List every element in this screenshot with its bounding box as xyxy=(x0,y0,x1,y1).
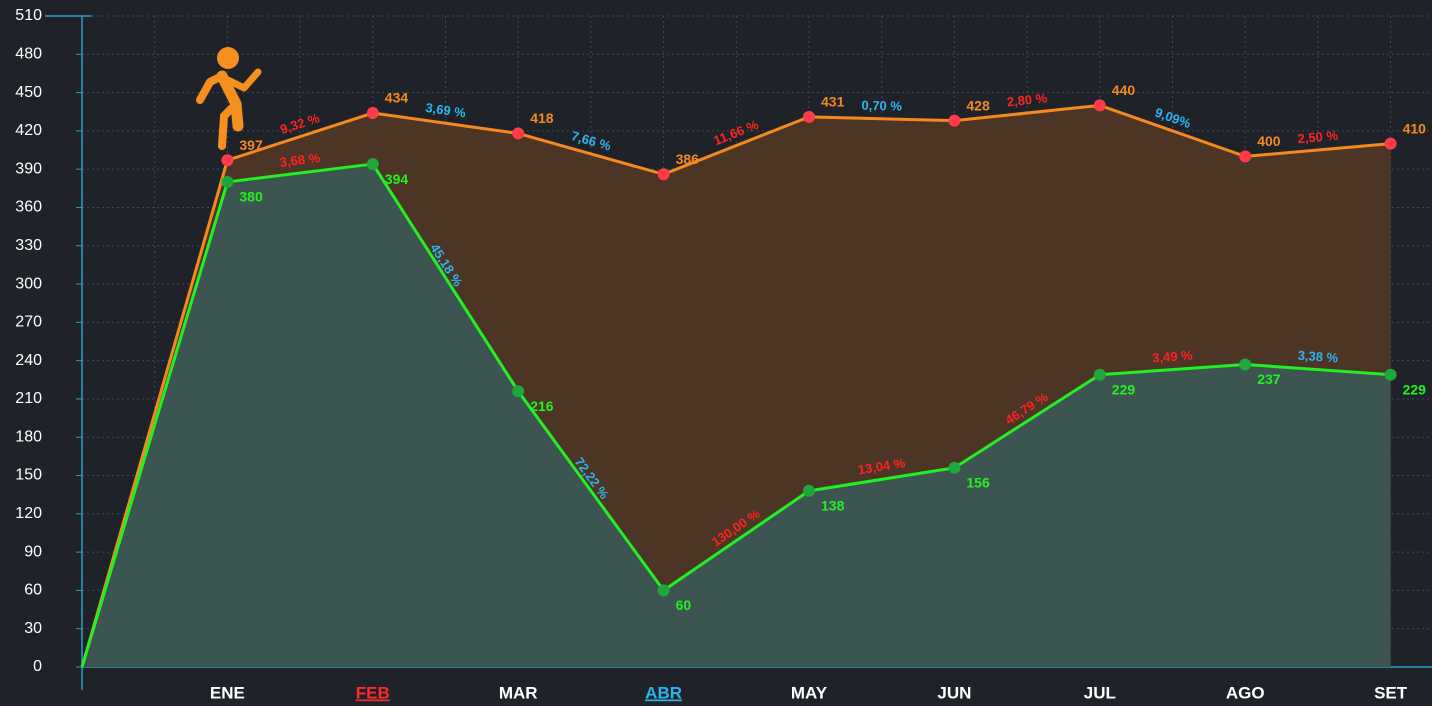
plot: 9,32 %3,69 %7,66 % 11,66 %0,70 % 2,80 %9,0… xyxy=(80,82,1427,668)
line xyxy=(80,162,1391,668)
x-tick-label: ENE xyxy=(210,683,245,702)
point xyxy=(1384,368,1397,381)
change-label: 3,68 % xyxy=(279,150,321,170)
y-tick-label: 270 xyxy=(15,314,42,331)
point xyxy=(1239,358,1252,371)
change-label: 2,80 % xyxy=(1006,90,1048,109)
x-tick-label: JUL xyxy=(1084,683,1116,702)
change-label: 2,50 % xyxy=(1297,128,1339,147)
value-label: 434 xyxy=(385,90,409,106)
value-label: 380 xyxy=(239,189,263,205)
value-label: 418 xyxy=(530,110,554,126)
value-label: 138 xyxy=(821,498,845,514)
y-tick-label: 390 xyxy=(15,160,42,177)
point xyxy=(1093,368,1106,381)
point xyxy=(803,484,815,497)
change-label: 3,38 % xyxy=(1297,348,1339,366)
change-label: 0,70 % xyxy=(861,98,902,114)
y-tick-label: 60 xyxy=(24,582,42,599)
value-label: 386 xyxy=(676,151,700,167)
y-tick-label: 300 xyxy=(15,275,42,292)
point xyxy=(948,114,961,127)
x-tick-label: MAY xyxy=(791,683,828,702)
point xyxy=(221,175,234,188)
x-tick-label: AGO xyxy=(1226,683,1265,702)
value-label: 216 xyxy=(530,398,554,414)
point xyxy=(221,154,234,167)
x-tick-label: SET xyxy=(1374,683,1408,702)
point xyxy=(948,461,961,474)
point xyxy=(512,385,525,398)
x-tick-label: MAR xyxy=(499,683,538,702)
change-label: 3,49 % xyxy=(1152,348,1194,366)
value-label: 60 xyxy=(676,597,692,613)
x-tick-label[interactable]: ABR xyxy=(645,683,682,702)
point xyxy=(366,107,379,120)
value-label: 410 xyxy=(1403,120,1427,136)
point xyxy=(366,158,379,171)
y-tick-label: 150 xyxy=(15,467,42,484)
value-label: 428 xyxy=(966,97,990,113)
point xyxy=(1093,99,1106,112)
y-tick-label: 90 xyxy=(24,543,42,560)
point xyxy=(1384,137,1397,150)
value-label: 397 xyxy=(239,137,263,153)
y-tick-label: 120 xyxy=(15,505,42,522)
change-label: 13,04 % xyxy=(857,455,907,477)
value-label: 400 xyxy=(1257,133,1281,149)
value-label: 237 xyxy=(1257,371,1281,387)
change-label: 3,69 % xyxy=(425,100,468,121)
point xyxy=(657,584,670,597)
y-tick-label: 0 xyxy=(33,658,42,675)
y-tick-label: 180 xyxy=(15,428,42,445)
x-tick-label[interactable]: FEB xyxy=(356,683,390,702)
value-label: 229 xyxy=(1403,381,1427,397)
area xyxy=(82,164,1391,667)
y-tick-label: 360 xyxy=(15,199,42,216)
y-tick-label: 420 xyxy=(15,122,42,139)
value-label: 156 xyxy=(966,475,990,491)
y-tick-label: 330 xyxy=(15,237,42,254)
point xyxy=(803,110,815,123)
point xyxy=(1239,150,1252,163)
point xyxy=(657,168,670,181)
y-tick-label: 510 xyxy=(15,7,42,24)
x-tick-label: JUN xyxy=(937,683,971,702)
y-tick-label: 480 xyxy=(15,46,42,63)
value-label: 394 xyxy=(385,171,409,187)
value-label: 431 xyxy=(821,94,845,110)
y-tick-label: 240 xyxy=(15,352,42,369)
value-label: 229 xyxy=(1112,381,1136,397)
runner-icon xyxy=(196,47,262,150)
point xyxy=(512,127,525,140)
y-tick-label: 210 xyxy=(15,390,42,407)
line xyxy=(80,103,1391,668)
y-tick-label: 450 xyxy=(15,84,42,101)
value-label: 440 xyxy=(1112,82,1136,98)
y-tick-label: 30 xyxy=(24,620,42,637)
